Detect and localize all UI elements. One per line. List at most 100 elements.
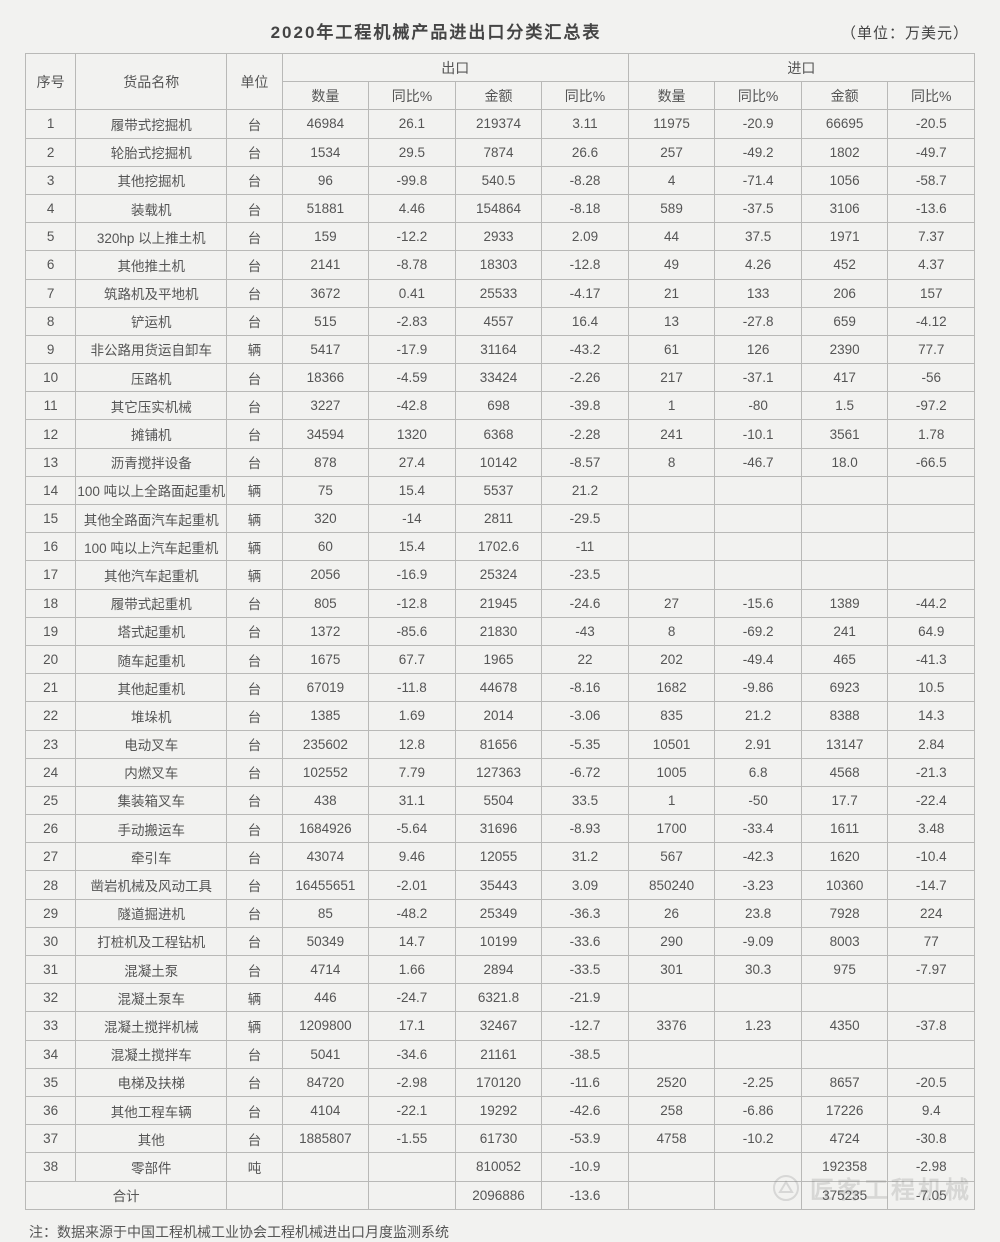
- cell-eq: 1534: [282, 138, 369, 166]
- cell-iy: -42.3: [715, 843, 802, 871]
- cell-eq: 320: [282, 505, 369, 533]
- cell-iy: -49.4: [715, 645, 802, 673]
- cell-ea: 6368: [455, 420, 542, 448]
- cell-ey: -4.59: [369, 364, 456, 392]
- cell-ea: 21161: [455, 1040, 542, 1068]
- col-name: 货品名称: [76, 54, 227, 110]
- cell-n: 24: [26, 758, 76, 786]
- cell-name: 隧道掘进机: [76, 899, 227, 927]
- cell-name: 凿岩机械及风动工具: [76, 871, 227, 899]
- cell-ea: 31696: [455, 815, 542, 843]
- table-row: 14100 吨以上全路面起重机辆7515.4553721.2: [26, 476, 975, 504]
- cell-ey: 15.4: [369, 533, 456, 561]
- cell-eq: 43074: [282, 843, 369, 871]
- cell-ea: 61730: [455, 1125, 542, 1153]
- cell-u: 辆: [227, 476, 282, 504]
- col-export: 出口: [282, 54, 628, 82]
- table-row: 15其他全路面汽车起重机辆320-142811-29.5: [26, 505, 975, 533]
- table-row: 35电梯及扶梯台84720-2.98170120-11.62520-2.2586…: [26, 1068, 975, 1096]
- table-row: 19塔式起重机台1372-85.621830-438-69.224164.9: [26, 617, 975, 645]
- cell-eq: 235602: [282, 730, 369, 758]
- cell-ia: [801, 505, 888, 533]
- cell-ea: 31164: [455, 335, 542, 363]
- cell-ey: 15.4: [369, 476, 456, 504]
- cell-name: 其他推土机: [76, 251, 227, 279]
- cell-ia: 206: [801, 279, 888, 307]
- cell-eq: 3672: [282, 279, 369, 307]
- cell-ia: 8003: [801, 927, 888, 955]
- cell-n: 4: [26, 194, 76, 222]
- cell-name: 牵引车: [76, 843, 227, 871]
- cell-ey: -12.8: [369, 589, 456, 617]
- total-cell: -13.6: [542, 1181, 629, 1209]
- cell-ey: 14.7: [369, 927, 456, 955]
- cell-ea: 698: [455, 392, 542, 420]
- data-table: 序号 货品名称 单位 出口 进口 数量 同比% 金额 同比% 数量 同比% 金额…: [25, 53, 975, 1210]
- cell-iq: 850240: [628, 871, 715, 899]
- cell-ey: -48.2: [369, 899, 456, 927]
- cell-iy2: 2.84: [888, 730, 975, 758]
- cell-iy: -9.09: [715, 927, 802, 955]
- cell-ey: -85.6: [369, 617, 456, 645]
- cell-ey: -99.8: [369, 166, 456, 194]
- cell-iq: [628, 1040, 715, 1068]
- cell-iy: -20.9: [715, 110, 802, 138]
- cell-ey: -12.2: [369, 223, 456, 251]
- cell-ia: 4724: [801, 1125, 888, 1153]
- cell-u: 台: [227, 927, 282, 955]
- cell-n: 17: [26, 561, 76, 589]
- cell-iq: [628, 476, 715, 504]
- cell-n: 34: [26, 1040, 76, 1068]
- cell-eq: 67019: [282, 674, 369, 702]
- cell-ia: 1056: [801, 166, 888, 194]
- cell-ia: 452: [801, 251, 888, 279]
- cell-ey2: -10.9: [542, 1153, 629, 1181]
- cell-eq: 1684926: [282, 815, 369, 843]
- cell-ey: 1.66: [369, 956, 456, 984]
- table-row-total: 合计2096886-13.6375235-7.05: [26, 1181, 975, 1209]
- cell-ea: 2894: [455, 956, 542, 984]
- cell-u: 台: [227, 279, 282, 307]
- cell-iq: 290: [628, 927, 715, 955]
- cell-u: 台: [227, 364, 282, 392]
- cell-ey: -24.7: [369, 984, 456, 1012]
- cell-ia: 18.0: [801, 448, 888, 476]
- cell-ey2: -38.5: [542, 1040, 629, 1068]
- cell-n: 23: [26, 730, 76, 758]
- cell-eq: 1885807: [282, 1125, 369, 1153]
- cell-ey: 67.7: [369, 645, 456, 673]
- cell-ey2: -33.6: [542, 927, 629, 955]
- cell-ey: -2.98: [369, 1068, 456, 1096]
- table-row: 22堆垛机台13851.692014-3.0683521.2838814.3: [26, 702, 975, 730]
- cell-iy2: 224: [888, 899, 975, 927]
- cell-n: 7: [26, 279, 76, 307]
- cell-ea: 10199: [455, 927, 542, 955]
- cell-name: 100 吨以上汽车起重机: [76, 533, 227, 561]
- cell-ea: 127363: [455, 758, 542, 786]
- cell-ey: -5.64: [369, 815, 456, 843]
- cell-ia: 1611: [801, 815, 888, 843]
- cell-u: 台: [227, 307, 282, 335]
- cell-iy2: 7.37: [888, 223, 975, 251]
- col-unit: 单位: [227, 54, 282, 110]
- cell-ey2: 33.5: [542, 786, 629, 814]
- cell-n: 5: [26, 223, 76, 251]
- cell-u: 台: [227, 1040, 282, 1068]
- cell-name: 混凝土泵: [76, 956, 227, 984]
- cell-n: 33: [26, 1012, 76, 1040]
- cell-ey2: -8.57: [542, 448, 629, 476]
- col-imp-yoy: 同比%: [715, 82, 802, 110]
- cell-n: 10: [26, 364, 76, 392]
- cell-iq: 1: [628, 786, 715, 814]
- cell-eq: 1385: [282, 702, 369, 730]
- cell-name: 内燃叉车: [76, 758, 227, 786]
- cell-name: 其他挖掘机: [76, 166, 227, 194]
- cell-iy: 126: [715, 335, 802, 363]
- cell-iy2: 14.3: [888, 702, 975, 730]
- cell-ey2: -8.16: [542, 674, 629, 702]
- cell-iy: -10.2: [715, 1125, 802, 1153]
- cell-ia: 8657: [801, 1068, 888, 1096]
- cell-iq: [628, 561, 715, 589]
- cell-name: 集装箱叉车: [76, 786, 227, 814]
- cell-eq: 2141: [282, 251, 369, 279]
